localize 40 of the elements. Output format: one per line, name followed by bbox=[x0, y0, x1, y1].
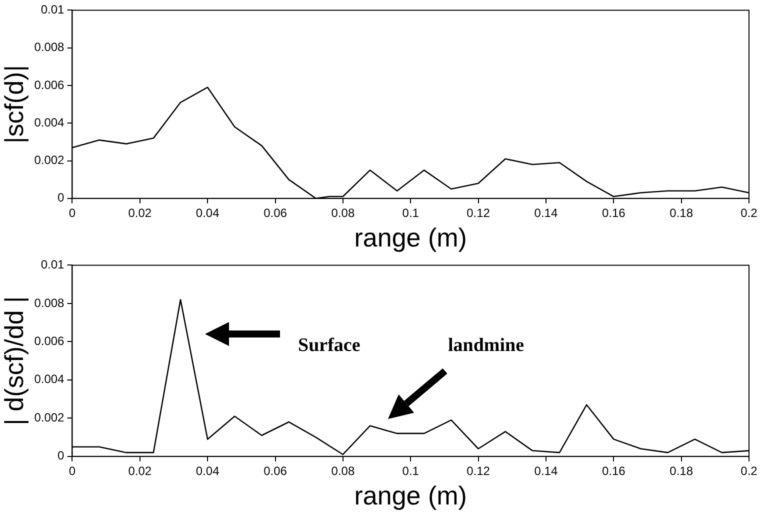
x-tick-label: 0.16 bbox=[602, 464, 626, 478]
x-tick-label: 0.1 bbox=[402, 206, 420, 220]
y-tick-label: 0.002 bbox=[34, 410, 65, 424]
x-tick-label: 0.14 bbox=[534, 206, 558, 220]
x-tick-label: 0.06 bbox=[264, 464, 288, 478]
x-tick-label: 0.12 bbox=[466, 206, 490, 220]
annotation: landmine bbox=[448, 335, 524, 357]
annotation: Surface bbox=[298, 335, 360, 357]
x-tick-label: 0.16 bbox=[602, 206, 626, 220]
x-tick-label: 0.1 bbox=[402, 464, 420, 478]
x-tick-label: 0.06 bbox=[264, 206, 288, 220]
x-tick-label: 0 bbox=[68, 206, 76, 220]
y-tick-label: 0.01 bbox=[40, 258, 65, 272]
y-tick-label: 0.006 bbox=[34, 78, 65, 92]
x-tick-label: 0.02 bbox=[128, 464, 152, 478]
x-tick-label: 0.08 bbox=[331, 206, 355, 220]
x-tick-label: 0.2 bbox=[740, 206, 758, 220]
y-tick-label: 0 bbox=[58, 190, 65, 205]
x-axis-title: range (m) bbox=[354, 480, 467, 511]
y-tick-label: 0.002 bbox=[34, 153, 65, 168]
y-tick-label: 0.004 bbox=[34, 115, 65, 130]
x-tick-label: 0.02 bbox=[128, 206, 152, 220]
y-tick-label: 0.006 bbox=[34, 334, 65, 348]
x-tick-label: 0.18 bbox=[670, 464, 694, 478]
x-tick-label: 0.12 bbox=[466, 464, 490, 478]
x-tick-label: 0.04 bbox=[196, 464, 220, 478]
y-tick-label: 0.008 bbox=[34, 40, 65, 54]
x-tick-label: 0.14 bbox=[534, 464, 558, 478]
y-tick-label: 0.004 bbox=[34, 372, 65, 386]
y-axis-title: |scf(d)| bbox=[0, 65, 29, 144]
y-tick-label: 0 bbox=[58, 448, 65, 463]
y-tick-label: 0.008 bbox=[34, 296, 65, 310]
y-axis-title: | d(scf)/dd | bbox=[0, 296, 29, 426]
x-tick-label: 0.18 bbox=[670, 206, 694, 220]
x-tick-label: 0.2 bbox=[740, 464, 758, 478]
x-tick-label: 0.04 bbox=[196, 206, 220, 220]
x-tick-label: 0.08 bbox=[331, 464, 355, 478]
x-tick-label: 0 bbox=[68, 464, 76, 478]
x-axis-title: range (m) bbox=[354, 222, 467, 253]
y-tick-label: 0.01 bbox=[40, 2, 65, 17]
